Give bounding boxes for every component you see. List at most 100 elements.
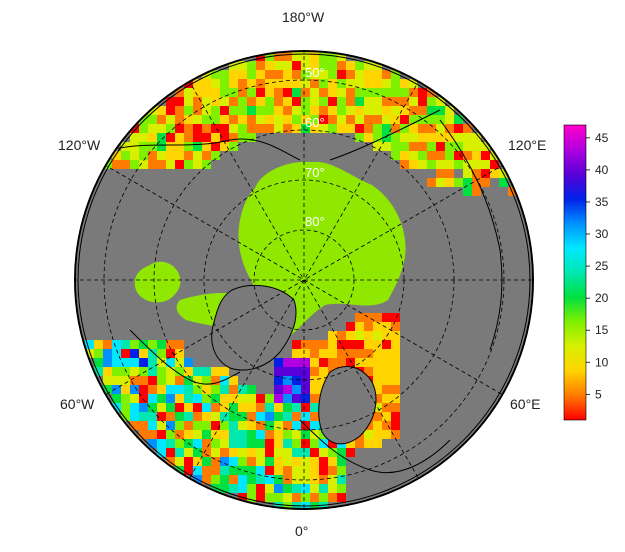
data-cell	[103, 340, 112, 349]
data-cell	[175, 349, 184, 358]
data-cell	[319, 358, 328, 367]
data-cell	[274, 457, 283, 466]
data-cell	[247, 106, 256, 115]
data-cell	[193, 133, 202, 142]
data-cell	[454, 160, 463, 169]
data-cell	[229, 133, 238, 142]
data-cell	[301, 358, 310, 367]
data-cell	[445, 106, 454, 115]
data-cell	[166, 412, 175, 421]
data-cell	[202, 421, 211, 430]
data-cell	[157, 421, 166, 430]
data-cell	[472, 133, 481, 142]
data-cell	[139, 124, 148, 133]
data-cell	[373, 367, 382, 376]
data-cell	[310, 466, 319, 475]
data-cell	[310, 421, 319, 430]
data-cell	[391, 376, 400, 385]
data-cell	[337, 358, 346, 367]
colorbar-ramp	[563, 124, 587, 421]
data-cell	[202, 466, 211, 475]
data-cell	[184, 430, 193, 439]
data-cell	[436, 124, 445, 133]
data-cell	[292, 52, 301, 61]
lat-label-80: 80°	[305, 214, 325, 229]
data-cell	[328, 448, 337, 457]
data-cell	[328, 340, 337, 349]
data-cell	[283, 367, 292, 376]
data-cell	[175, 115, 184, 124]
data-cell	[391, 124, 400, 133]
data-cell	[301, 502, 310, 508]
data-cell	[139, 349, 148, 358]
data-cell	[139, 160, 148, 169]
data-cell	[130, 412, 139, 421]
data-cell	[355, 115, 364, 124]
map-disk	[76, 52, 532, 508]
data-cell	[373, 88, 382, 97]
data-cell	[301, 367, 310, 376]
data-cell	[175, 385, 184, 394]
data-cell	[292, 79, 301, 88]
data-cell	[265, 466, 274, 475]
data-cell	[337, 106, 346, 115]
data-cell	[301, 70, 310, 79]
data-cell	[175, 358, 184, 367]
data-cell	[112, 367, 121, 376]
data-cell	[202, 448, 211, 457]
data-cell	[247, 412, 256, 421]
data-cell	[193, 97, 202, 106]
data-cell	[184, 403, 193, 412]
data-cell	[256, 466, 265, 475]
data-cell	[166, 385, 175, 394]
data-cell	[499, 178, 508, 187]
data-cell	[94, 340, 103, 349]
data-cell	[220, 403, 229, 412]
data-cell	[94, 358, 103, 367]
data-cell	[418, 142, 427, 151]
data-cell	[490, 151, 499, 160]
data-cell	[427, 133, 436, 142]
data-cell	[382, 70, 391, 79]
data-cell	[337, 349, 346, 358]
data-cell	[166, 97, 175, 106]
data-cell	[256, 421, 265, 430]
data-cell	[130, 358, 139, 367]
data-cell	[382, 88, 391, 97]
coastline-segment	[329, 109, 441, 161]
data-cell	[211, 106, 220, 115]
data-cell	[274, 52, 283, 61]
data-cell	[184, 358, 193, 367]
data-cell	[418, 124, 427, 133]
data-cell	[121, 412, 130, 421]
data-cell	[391, 385, 400, 394]
data-cell	[148, 106, 157, 115]
data-cell	[364, 79, 373, 88]
data-cell	[238, 421, 247, 430]
data-cell	[148, 403, 157, 412]
data-cell	[292, 457, 301, 466]
data-cell	[310, 88, 319, 97]
data-cell	[220, 430, 229, 439]
data-cell	[229, 403, 238, 412]
data-cell	[373, 385, 382, 394]
data-cell	[211, 466, 220, 475]
data-cell	[175, 340, 184, 349]
data-cell	[427, 106, 436, 115]
data-cell	[319, 448, 328, 457]
data-cell	[355, 340, 364, 349]
scandinavia-landmass	[318, 366, 377, 445]
data-cell	[265, 403, 274, 412]
data-cell	[229, 412, 238, 421]
data-cell	[157, 151, 166, 160]
data-cell	[211, 439, 220, 448]
lon-label-0: 0°	[295, 523, 308, 539]
data-cell	[148, 358, 157, 367]
data-cell	[211, 457, 220, 466]
data-cell	[175, 376, 184, 385]
data-cell	[364, 358, 373, 367]
data-cell	[292, 367, 301, 376]
data-cell	[184, 385, 193, 394]
data-cell	[202, 385, 211, 394]
data-cell	[220, 394, 229, 403]
